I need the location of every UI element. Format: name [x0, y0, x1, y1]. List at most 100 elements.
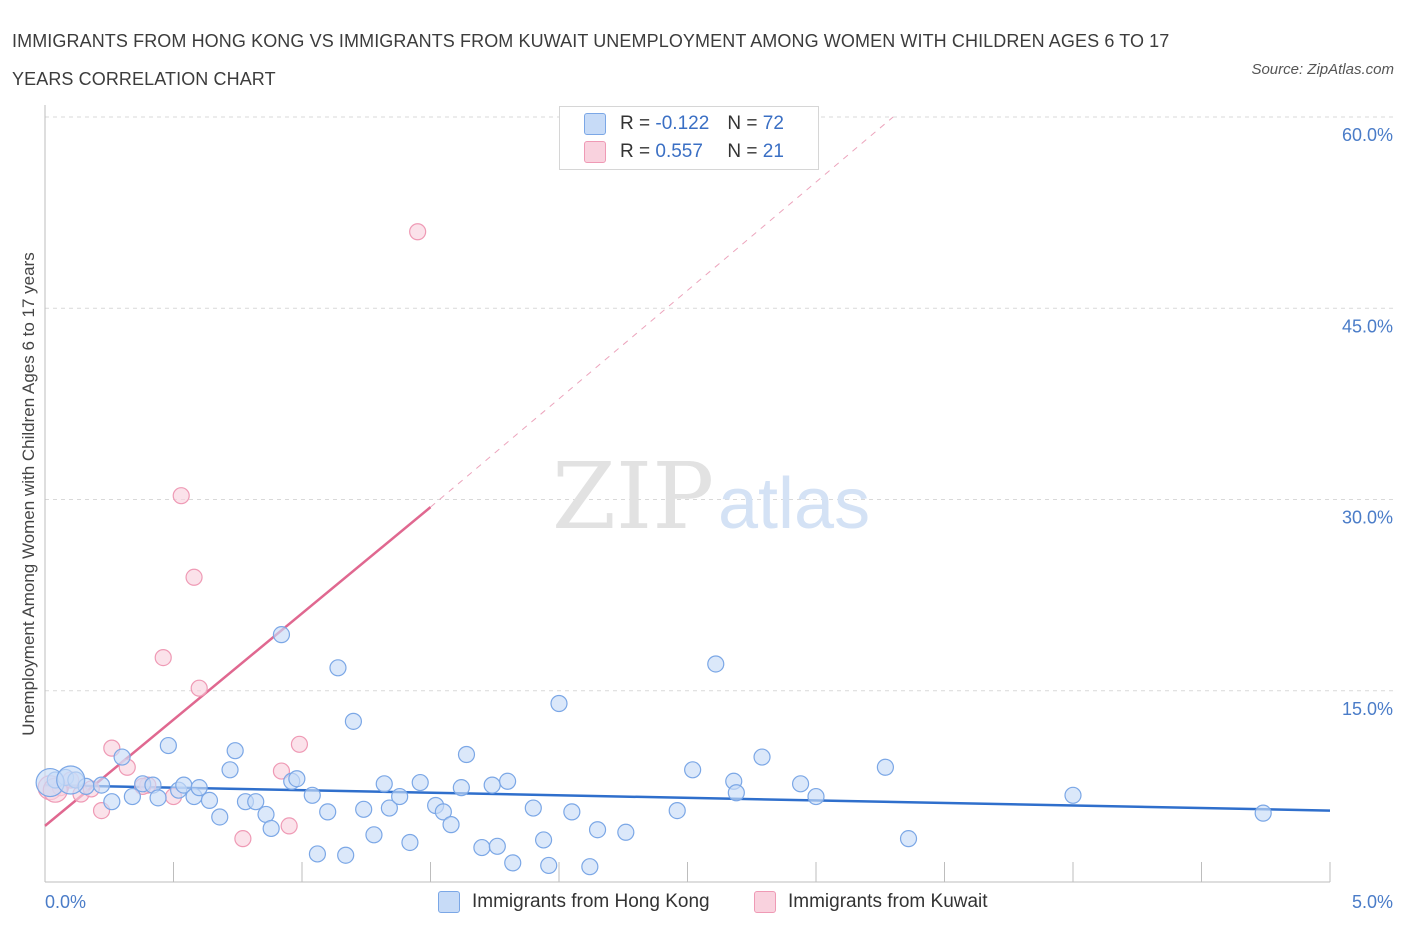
y-tick-label: 60.0%: [1342, 125, 1393, 145]
correlation-legend: R = -0.122 N = 72 R = 0.557 N = 21: [559, 106, 819, 170]
hong-kong-point[interactable]: [123, 787, 141, 806]
bottom-legend-label: Immigrants from Hong Kong: [472, 891, 710, 912]
hong-kong-point[interactable]: [563, 803, 581, 821]
bottom-legend-kuwait[interactable]: Immigrants from Kuwait: [754, 889, 988, 915]
hong-kong-point[interactable]: [221, 761, 239, 779]
hong-kong-point[interactable]: [380, 799, 398, 817]
hong-kong-point[interactable]: [211, 808, 229, 826]
kuwait-point[interactable]: [234, 830, 252, 848]
hong-kong-point[interactable]: [319, 803, 337, 821]
watermark-atlas: atlas: [718, 464, 870, 544]
hong-kong-point[interactable]: [524, 799, 542, 817]
hong-kong-point[interactable]: [159, 736, 177, 755]
bottom-legend-label: Immigrants from Kuwait: [788, 891, 988, 912]
hong-kong-point[interactable]: [329, 659, 347, 677]
y-tick-label: 15.0%: [1342, 699, 1393, 719]
hong-kong-point[interactable]: [457, 745, 476, 764]
hong-kong-point[interactable]: [303, 786, 321, 804]
hong-kong-point[interactable]: [226, 742, 244, 760]
hong-kong-point[interactable]: [707, 655, 725, 673]
hong-kong-point[interactable]: [308, 845, 327, 863]
grid-lines: [45, 116, 1393, 692]
hong-kong-point[interactable]: [92, 776, 111, 794]
hong-kong-point[interactable]: [499, 772, 517, 790]
hong-kong-point[interactable]: [807, 787, 825, 806]
hong-kong-point[interactable]: [355, 800, 373, 818]
legend-n-label: N =: [727, 141, 758, 162]
hong-kong-point[interactable]: [684, 761, 702, 779]
kuwait-point[interactable]: [272, 762, 291, 780]
hong-kong-point[interactable]: [452, 779, 470, 797]
hong-kong-point[interactable]: [488, 837, 506, 855]
bottom-legend-swatch-pink: [754, 891, 776, 913]
y-tick-label: 45.0%: [1342, 316, 1393, 336]
legend-r-label: R =: [620, 141, 651, 162]
hong-kong-point[interactable]: [504, 854, 522, 872]
hong-kong-point[interactable]: [113, 748, 131, 766]
hong-kong-point[interactable]: [190, 779, 208, 797]
kuwait-point[interactable]: [280, 817, 298, 835]
legend-swatch-pink: [584, 141, 606, 163]
hong-kong-point[interactable]: [483, 776, 501, 794]
hong-kong-point[interactable]: [617, 823, 635, 841]
hong-kong-point[interactable]: [262, 819, 280, 838]
hong-kong-point[interactable]: [401, 833, 419, 852]
hong-kong-point[interactable]: [727, 784, 745, 802]
hong-kong-point[interactable]: [668, 801, 686, 820]
y-axis-title: Unemployment Among Women with Children A…: [19, 252, 38, 736]
x-tick-label-max: 5.0%: [1352, 892, 1393, 912]
hong-kong-point[interactable]: [1254, 804, 1272, 822]
hong-kong-point[interactable]: [149, 789, 167, 807]
hong-kong-point[interactable]: [288, 770, 306, 788]
kuwait-trend-line: [44, 506, 432, 827]
hong-kong-points: [35, 626, 1272, 876]
hong-kong-point[interactable]: [337, 846, 355, 864]
kuwait-point[interactable]: [190, 679, 208, 697]
hong-kong-point[interactable]: [442, 816, 460, 834]
watermark-zip: ZIP: [552, 443, 714, 550]
hong-kong-point[interactable]: [534, 831, 553, 849]
legend-r-value: 0.557: [655, 141, 703, 162]
kuwait-point[interactable]: [154, 648, 172, 667]
legend-n-label: N =: [727, 113, 758, 134]
hong-kong-point[interactable]: [753, 748, 771, 766]
legend-n-value: 21: [762, 141, 784, 162]
legend-r-value: -0.122: [655, 113, 710, 134]
kuwait-point[interactable]: [409, 223, 427, 241]
hong-kong-point[interactable]: [103, 793, 121, 811]
hong-kong-point[interactable]: [272, 626, 291, 644]
kuwait-point[interactable]: [290, 735, 309, 753]
hong-kong-point[interactable]: [1064, 786, 1082, 804]
hong-kong-trend-line: [44, 783, 1331, 812]
hong-kong-point[interactable]: [247, 793, 265, 811]
hong-kong-point[interactable]: [550, 694, 568, 713]
y-tick-labels: 15.0% 30.0% 45.0% 60.0%: [1342, 125, 1393, 719]
hong-kong-point[interactable]: [391, 787, 409, 806]
hong-kong-point[interactable]: [375, 775, 393, 793]
trend-lines: [44, 116, 1331, 827]
y-tick-label: 30.0%: [1342, 508, 1393, 528]
hong-kong-point[interactable]: [540, 856, 558, 875]
x-ticks: [44, 862, 1331, 882]
kuwait-point[interactable]: [172, 487, 190, 505]
legend-row-kuwait: R = 0.557 N = 21: [584, 140, 784, 164]
hong-kong-point[interactable]: [588, 821, 607, 839]
bottom-legend-swatch-blue: [438, 891, 460, 913]
hong-kong-point[interactable]: [581, 858, 599, 876]
kuwait-trend-extrapolated: [430, 116, 894, 508]
hong-kong-point[interactable]: [344, 712, 362, 730]
legend-r-label: R =: [620, 113, 651, 134]
x-tick-label-min: 0.0%: [45, 892, 86, 912]
hong-kong-point[interactable]: [434, 803, 452, 821]
bottom-legend-hong-kong[interactable]: Immigrants from Hong Kong: [438, 889, 710, 915]
hong-kong-point[interactable]: [56, 765, 86, 795]
hong-kong-point[interactable]: [365, 826, 383, 844]
hong-kong-point[interactable]: [411, 773, 429, 792]
hong-kong-point[interactable]: [200, 791, 219, 810]
hong-kong-point[interactable]: [473, 838, 491, 857]
legend-row-hong-kong: R = -0.122 N = 72: [584, 112, 784, 136]
kuwait-point[interactable]: [185, 568, 203, 586]
hong-kong-point[interactable]: [876, 758, 894, 776]
hong-kong-point[interactable]: [899, 830, 918, 848]
hong-kong-point[interactable]: [791, 775, 810, 793]
